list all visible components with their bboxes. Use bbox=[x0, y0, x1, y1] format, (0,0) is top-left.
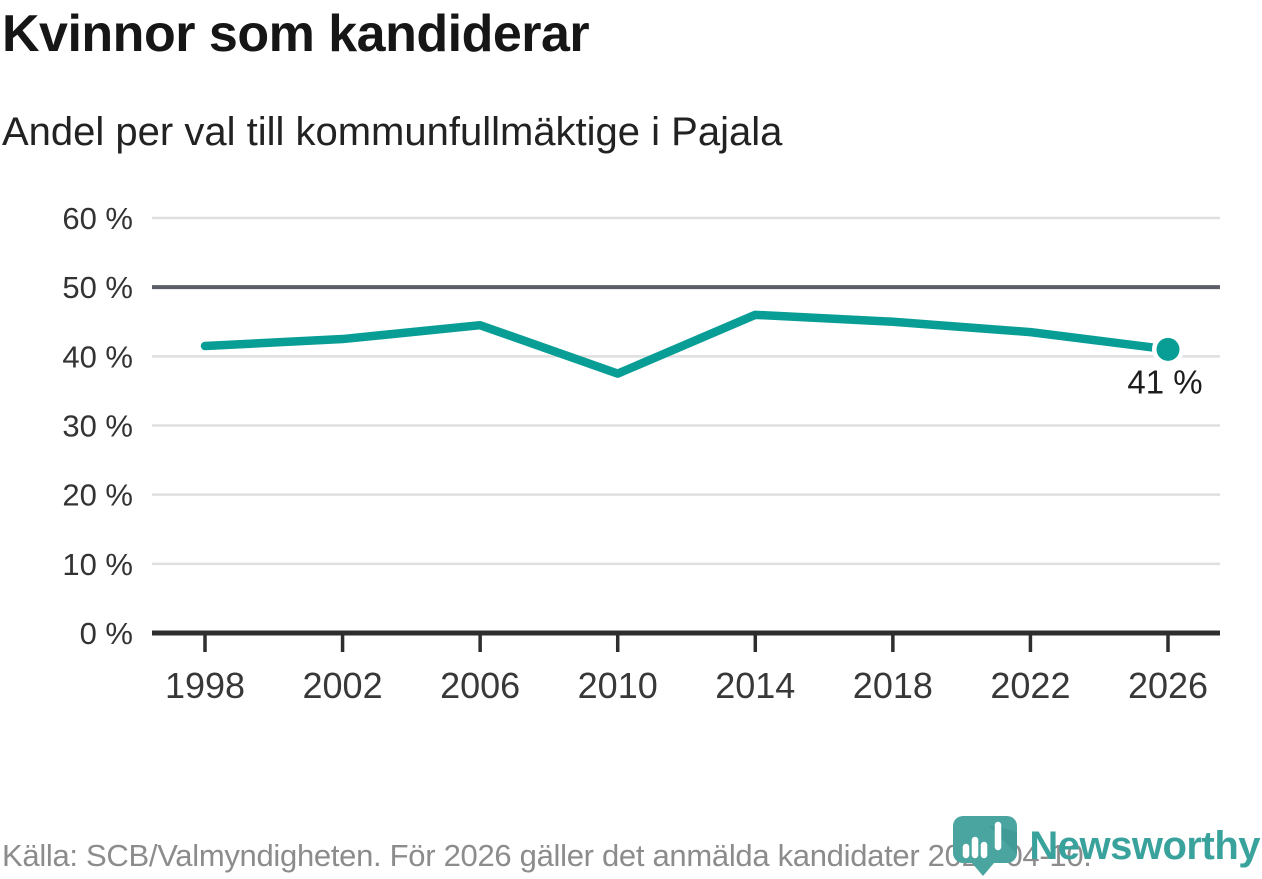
x-tick-label: 1998 bbox=[165, 665, 245, 706]
y-tick-label: 50 % bbox=[62, 270, 133, 305]
source-note: Källa: SCB/Valmyndigheten. För 2026 gäll… bbox=[2, 838, 1092, 873]
y-tick-label: 20 % bbox=[62, 478, 133, 513]
newsworthy-bubble-chart-icon bbox=[953, 816, 1018, 876]
y-tick-label: 10 % bbox=[62, 547, 133, 582]
chart-subtitle: Andel per val till kommunfullmäktige i P… bbox=[2, 110, 783, 154]
end-point-dot bbox=[1156, 337, 1180, 361]
y-tick-label: 0 % bbox=[80, 616, 133, 651]
x-tick-label: 2010 bbox=[578, 665, 658, 706]
end-point-label: 41 % bbox=[1127, 363, 1202, 400]
y-tick-label: 60 % bbox=[62, 201, 133, 236]
x-tick-label: 2018 bbox=[853, 665, 933, 706]
y-tick-label: 40 % bbox=[62, 339, 133, 374]
newsworthy-wordmark: Newsworthy bbox=[1029, 824, 1260, 868]
y-tick-label: 30 % bbox=[62, 409, 133, 444]
x-tick-label: 2022 bbox=[990, 665, 1070, 706]
trend-line bbox=[200, 310, 1173, 378]
x-tick-label: 2002 bbox=[303, 665, 383, 706]
line-chart: 0 % 10 % 20 % 30 % 40 % 50 % 60 % 1998 2002 2006 2… bbox=[62, 201, 1220, 706]
newsworthy-logo[interactable]: Newsworthy bbox=[951, 816, 1260, 876]
x-tick-label: 2026 bbox=[1128, 665, 1208, 706]
x-tick-label: 2006 bbox=[440, 665, 520, 706]
chart-title: Kvinnor som kandiderar bbox=[2, 5, 590, 63]
x-tick-label: 2014 bbox=[715, 665, 795, 706]
